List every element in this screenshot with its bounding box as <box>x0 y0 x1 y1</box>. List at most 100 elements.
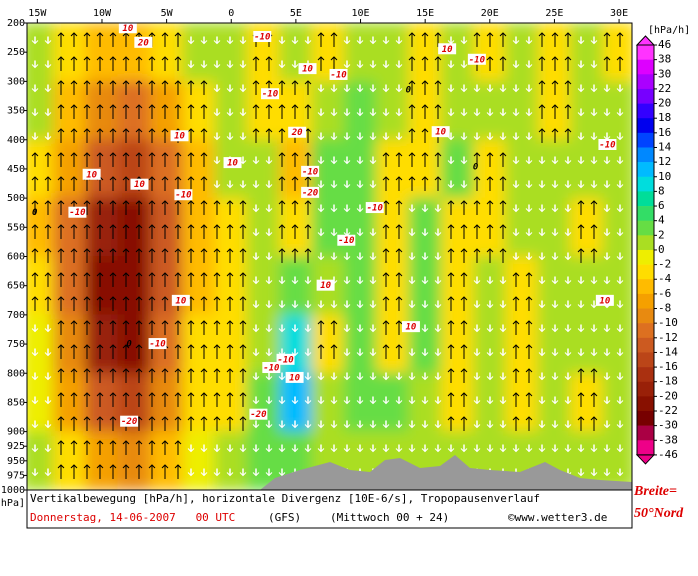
wind-arrow-head <box>525 112 533 117</box>
cell <box>246 197 281 257</box>
wind-arrow-head <box>551 304 559 309</box>
wind-arrow-head <box>44 136 52 141</box>
cell <box>182 256 216 316</box>
wind-arrow-head <box>148 200 156 205</box>
wind-arrow-head <box>499 112 507 117</box>
cell <box>246 139 281 199</box>
wind-arrow-head <box>356 328 364 333</box>
wind-arrow-head <box>564 32 572 37</box>
wind-arrow-head <box>369 400 377 405</box>
wind-arrow-head <box>135 464 143 469</box>
wind-arrow-head <box>434 352 442 357</box>
wind-arrow-head <box>70 176 78 181</box>
wind-arrow-head <box>187 128 195 133</box>
colorbar-band <box>637 132 654 148</box>
wind-arrow-head <box>564 104 572 109</box>
contour-label-box <box>276 353 295 365</box>
wind-arrow-head <box>44 200 52 205</box>
wind-arrow-head <box>161 296 169 301</box>
wind-arrow-head <box>213 320 221 325</box>
cell <box>214 197 248 257</box>
wind-arrow-head <box>96 56 104 61</box>
wind-arrow-head <box>44 112 52 117</box>
wind-arrow-head <box>473 304 481 309</box>
wind-arrow-head <box>447 248 455 253</box>
wind-arrow-head <box>122 224 130 229</box>
contour-label-box <box>401 321 420 333</box>
wind-arrow-head <box>96 104 104 109</box>
cell <box>537 23 572 82</box>
wind-arrow-head <box>57 464 65 469</box>
contour-label: -10 <box>469 55 486 65</box>
wind-arrow-head <box>122 248 130 253</box>
wind-arrow-head <box>382 88 390 93</box>
wind-arrow-head <box>278 280 286 285</box>
wind-arrow-head <box>486 304 494 309</box>
wind-arrow-head <box>577 224 585 229</box>
wind-arrow-head <box>317 304 325 309</box>
wind-arrow-head <box>161 32 169 37</box>
colorbar-band <box>637 147 654 163</box>
cell <box>473 23 507 82</box>
wind-arrow-head <box>135 344 143 349</box>
wind-arrow-head <box>304 400 312 405</box>
wind-arrow-head <box>486 376 494 381</box>
wind-arrow-head <box>109 224 117 229</box>
colorbar-label: 6 <box>658 199 665 212</box>
wind-arrow-head <box>252 448 260 453</box>
colorbar-label: -14 <box>658 345 678 358</box>
wind-arrow-head <box>447 184 455 189</box>
wind-arrow-head <box>616 208 624 213</box>
wind-arrow-head <box>304 104 312 109</box>
wind-arrow-head <box>330 88 338 93</box>
wind-arrow-head <box>83 296 91 301</box>
wind-arrow-head <box>135 320 143 325</box>
wind-arrow-head <box>265 400 273 405</box>
y-tick-label: 250 <box>7 47 25 58</box>
wind-arrow-head <box>603 472 611 477</box>
wind-arrow-head <box>161 272 169 277</box>
wind-arrow-head <box>343 136 351 141</box>
cell <box>343 139 378 199</box>
wind-arrow-head <box>499 352 507 357</box>
wind-arrow-head <box>226 248 234 253</box>
wind-arrow-head <box>317 32 325 37</box>
cell <box>440 314 475 374</box>
contour-label-box <box>285 371 304 383</box>
y-tick-label: 975 <box>7 470 25 481</box>
cell <box>182 139 216 199</box>
wind-arrow-head <box>31 64 39 69</box>
wind-arrow-head <box>265 208 273 213</box>
colorbar-band <box>637 45 654 60</box>
wind-arrow-head <box>382 112 390 117</box>
wind-arrow-head <box>564 56 572 61</box>
wind-arrow-head <box>421 152 429 157</box>
wind-arrow-head <box>356 208 364 213</box>
colorbar-label: 30 <box>658 67 671 80</box>
wind-arrow-head <box>369 328 377 333</box>
contour-label-box <box>301 186 320 198</box>
wind-arrow-head <box>473 424 481 429</box>
contour-label-box <box>134 36 153 48</box>
wind-arrow-head <box>213 296 221 301</box>
colorbar-label: -2 <box>658 258 671 271</box>
x-tick-label: 0 <box>228 8 234 19</box>
cell <box>117 256 151 316</box>
colorbar-label: 12 <box>658 155 671 168</box>
wind-arrow-head <box>356 64 364 69</box>
wind-arrow-head <box>499 200 507 205</box>
colorbar-label: 8 <box>658 184 665 197</box>
wind-arrow-head <box>330 304 338 309</box>
wind-arrow-head <box>538 376 546 381</box>
x-tick-label: 10W <box>93 8 112 19</box>
wind-arrow-head <box>109 320 117 325</box>
wind-arrow-head <box>369 136 377 141</box>
wind-arrow-head <box>577 368 585 373</box>
wind-arrow-head <box>239 416 247 421</box>
wind-arrow-head <box>577 448 585 453</box>
wind-arrow-head <box>31 328 39 333</box>
cell <box>505 372 539 433</box>
wind-arrow-head <box>330 160 338 165</box>
